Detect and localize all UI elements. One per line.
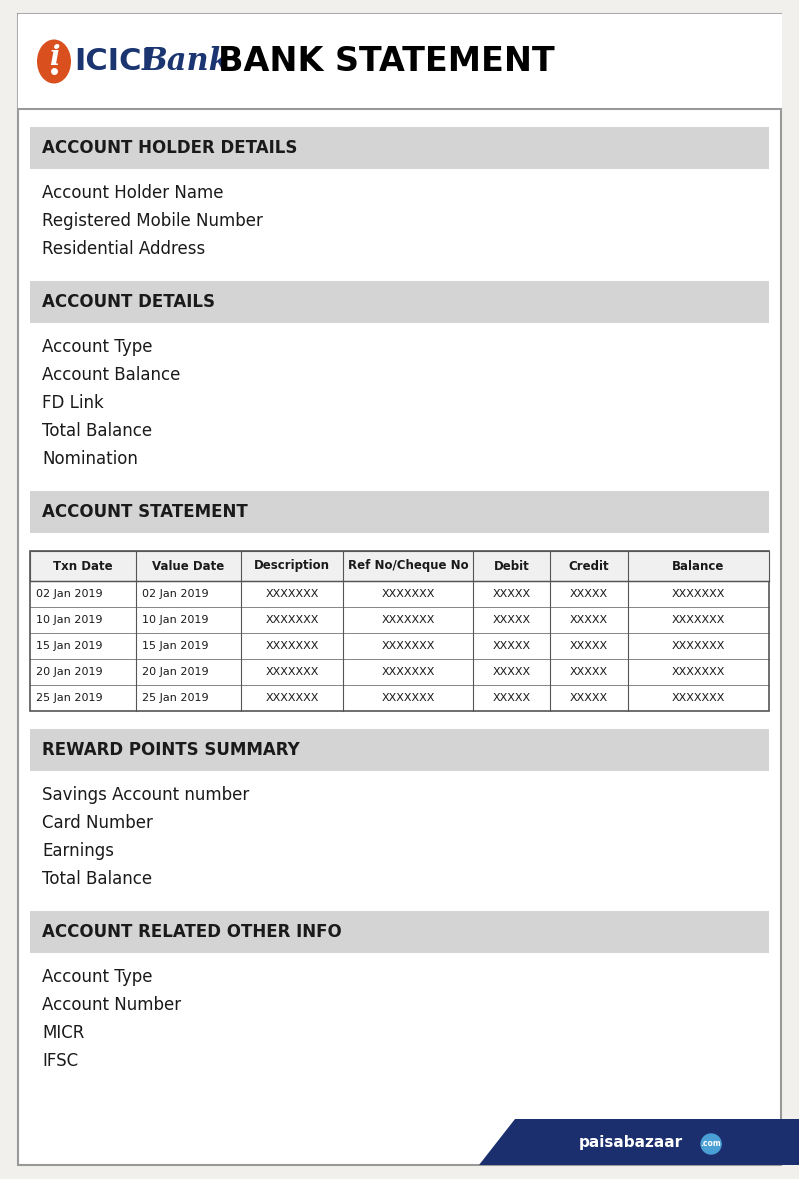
Text: Description: Description [254, 560, 330, 573]
Text: BANK STATEMENT: BANK STATEMENT [218, 45, 555, 78]
Text: XXXXXXX: XXXXXXX [265, 667, 319, 677]
Ellipse shape [37, 40, 71, 84]
Text: Total Balance: Total Balance [42, 870, 152, 888]
Text: Registered Mobile Number: Registered Mobile Number [42, 212, 263, 230]
Text: 15 Jan 2019: 15 Jan 2019 [141, 641, 209, 651]
Text: .com: .com [701, 1139, 721, 1148]
Text: Credit: Credit [569, 560, 610, 573]
Text: Account Holder Name: Account Holder Name [42, 184, 224, 202]
Text: XXXXXXX: XXXXXXX [672, 693, 725, 703]
Text: Account Type: Account Type [42, 338, 153, 356]
Text: XXXXXXX: XXXXXXX [672, 615, 725, 625]
Text: XXXXXXX: XXXXXXX [381, 693, 435, 703]
FancyBboxPatch shape [30, 127, 769, 169]
Text: MICR: MICR [42, 1025, 85, 1042]
FancyBboxPatch shape [30, 551, 769, 581]
Text: ACCOUNT STATEMENT: ACCOUNT STATEMENT [42, 503, 248, 521]
Text: Debit: Debit [494, 560, 529, 573]
Text: XXXXXXX: XXXXXXX [672, 590, 725, 599]
Text: Card Number: Card Number [42, 814, 153, 832]
Text: XXXXX: XXXXX [492, 667, 531, 677]
Text: ACCOUNT HOLDER DETAILS: ACCOUNT HOLDER DETAILS [42, 139, 297, 157]
FancyBboxPatch shape [30, 551, 769, 711]
FancyBboxPatch shape [30, 911, 769, 953]
Text: 25 Jan 2019: 25 Jan 2019 [141, 693, 209, 703]
Text: Balance: Balance [672, 560, 725, 573]
Text: XXXXX: XXXXX [492, 615, 531, 625]
Text: i: i [49, 44, 59, 71]
Text: 10 Jan 2019: 10 Jan 2019 [141, 615, 209, 625]
Text: FD Link: FD Link [42, 394, 104, 411]
FancyBboxPatch shape [30, 281, 769, 323]
Text: 02 Jan 2019: 02 Jan 2019 [36, 590, 102, 599]
Text: paisabazaar: paisabazaar [579, 1134, 683, 1150]
Text: XXXXXXX: XXXXXXX [381, 667, 435, 677]
Text: XXXXX: XXXXX [570, 590, 608, 599]
Text: XXXXX: XXXXX [570, 641, 608, 651]
Text: XXXXX: XXXXX [492, 590, 531, 599]
Text: 15 Jan 2019: 15 Jan 2019 [36, 641, 102, 651]
Text: ACCOUNT DETAILS: ACCOUNT DETAILS [42, 294, 215, 311]
Text: 20 Jan 2019: 20 Jan 2019 [36, 667, 102, 677]
FancyBboxPatch shape [18, 14, 781, 108]
Text: XXXXXXX: XXXXXXX [672, 667, 725, 677]
Text: XXXXXXX: XXXXXXX [381, 590, 435, 599]
Text: Ref No/Cheque No: Ref No/Cheque No [348, 560, 468, 573]
Text: Nomination: Nomination [42, 450, 138, 468]
FancyBboxPatch shape [30, 729, 769, 771]
Text: Bank: Bank [142, 46, 231, 77]
Text: Value Date: Value Date [153, 560, 225, 573]
Text: XXXXXXX: XXXXXXX [672, 641, 725, 651]
Text: IFSC: IFSC [42, 1052, 78, 1071]
Text: Txn Date: Txn Date [53, 560, 113, 573]
Text: Total Balance: Total Balance [42, 422, 152, 440]
Text: 20 Jan 2019: 20 Jan 2019 [141, 667, 209, 677]
Text: XXXXXXX: XXXXXXX [381, 615, 435, 625]
Text: 02 Jan 2019: 02 Jan 2019 [141, 590, 209, 599]
Text: Residential Address: Residential Address [42, 241, 205, 258]
Text: Savings Account number: Savings Account number [42, 786, 249, 804]
Text: XXXXXXX: XXXXXXX [265, 615, 319, 625]
Text: Account Balance: Account Balance [42, 365, 181, 384]
Text: ICICI: ICICI [74, 47, 153, 75]
Polygon shape [479, 1119, 799, 1165]
Text: XXXXXXX: XXXXXXX [381, 641, 435, 651]
Text: 10 Jan 2019: 10 Jan 2019 [36, 615, 102, 625]
FancyBboxPatch shape [30, 490, 769, 533]
Text: XXXXX: XXXXX [570, 667, 608, 677]
Text: XXXXX: XXXXX [570, 693, 608, 703]
Text: XXXXXXX: XXXXXXX [265, 641, 319, 651]
Text: 25 Jan 2019: 25 Jan 2019 [36, 693, 102, 703]
Text: REWARD POINTS SUMMARY: REWARD POINTS SUMMARY [42, 740, 300, 759]
Text: XXXXX: XXXXX [492, 641, 531, 651]
Text: Account Number: Account Number [42, 996, 181, 1014]
Text: Earnings: Earnings [42, 842, 114, 859]
Circle shape [701, 1134, 721, 1154]
Text: Account Type: Account Type [42, 968, 153, 986]
Text: ACCOUNT RELATED OTHER INFO: ACCOUNT RELATED OTHER INFO [42, 923, 342, 941]
Text: XXXXX: XXXXX [570, 615, 608, 625]
FancyBboxPatch shape [18, 14, 781, 1165]
Text: XXXXX: XXXXX [492, 693, 531, 703]
Text: XXXXXXX: XXXXXXX [265, 590, 319, 599]
Text: XXXXXXX: XXXXXXX [265, 693, 319, 703]
